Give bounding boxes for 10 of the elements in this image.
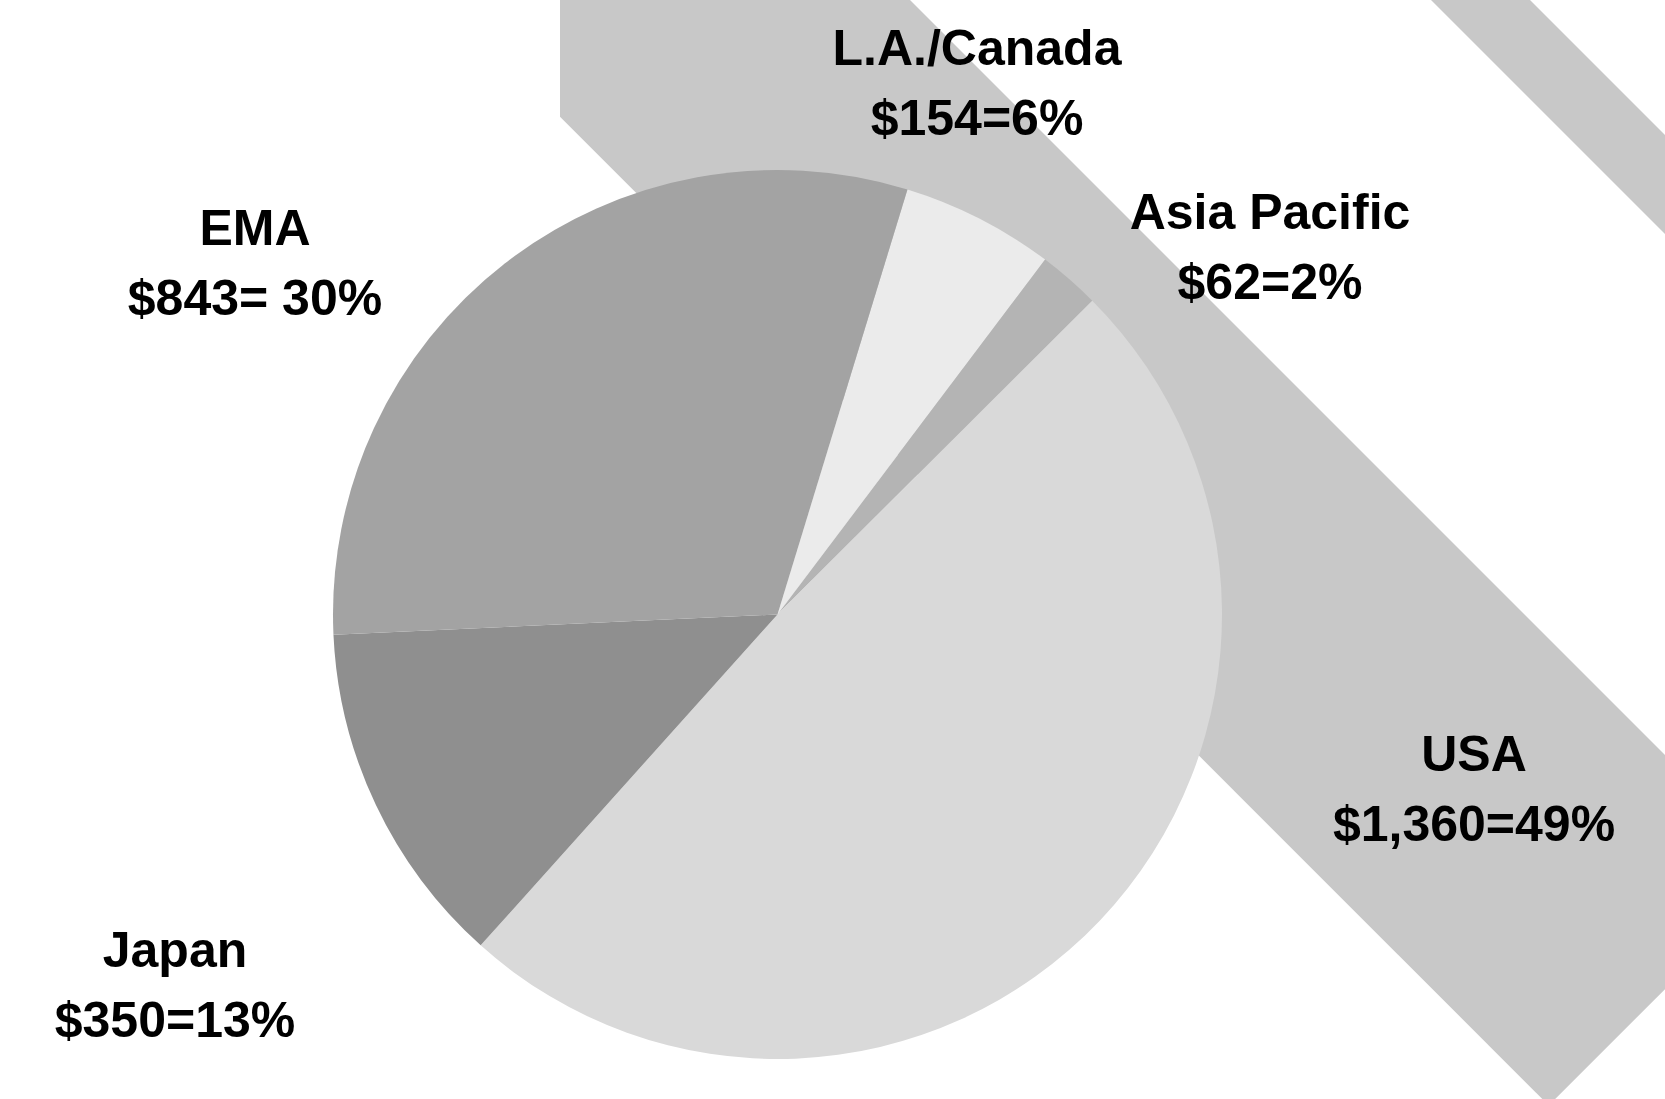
slice-label: Japan [102, 921, 248, 978]
slice-label: Asia Pacific [1129, 183, 1411, 240]
slice-label: USA [1421, 725, 1527, 782]
data-label: $1,360=49% [1332, 795, 1616, 852]
data-label: $350=13% [54, 991, 296, 1048]
slice-label: EMA [199, 199, 311, 256]
data-label: $154=6% [870, 89, 1084, 146]
data-label: $62=2% [1177, 253, 1363, 310]
slice-label: L.A./Canada [832, 19, 1123, 76]
data-label: $843= 30% [127, 269, 383, 326]
